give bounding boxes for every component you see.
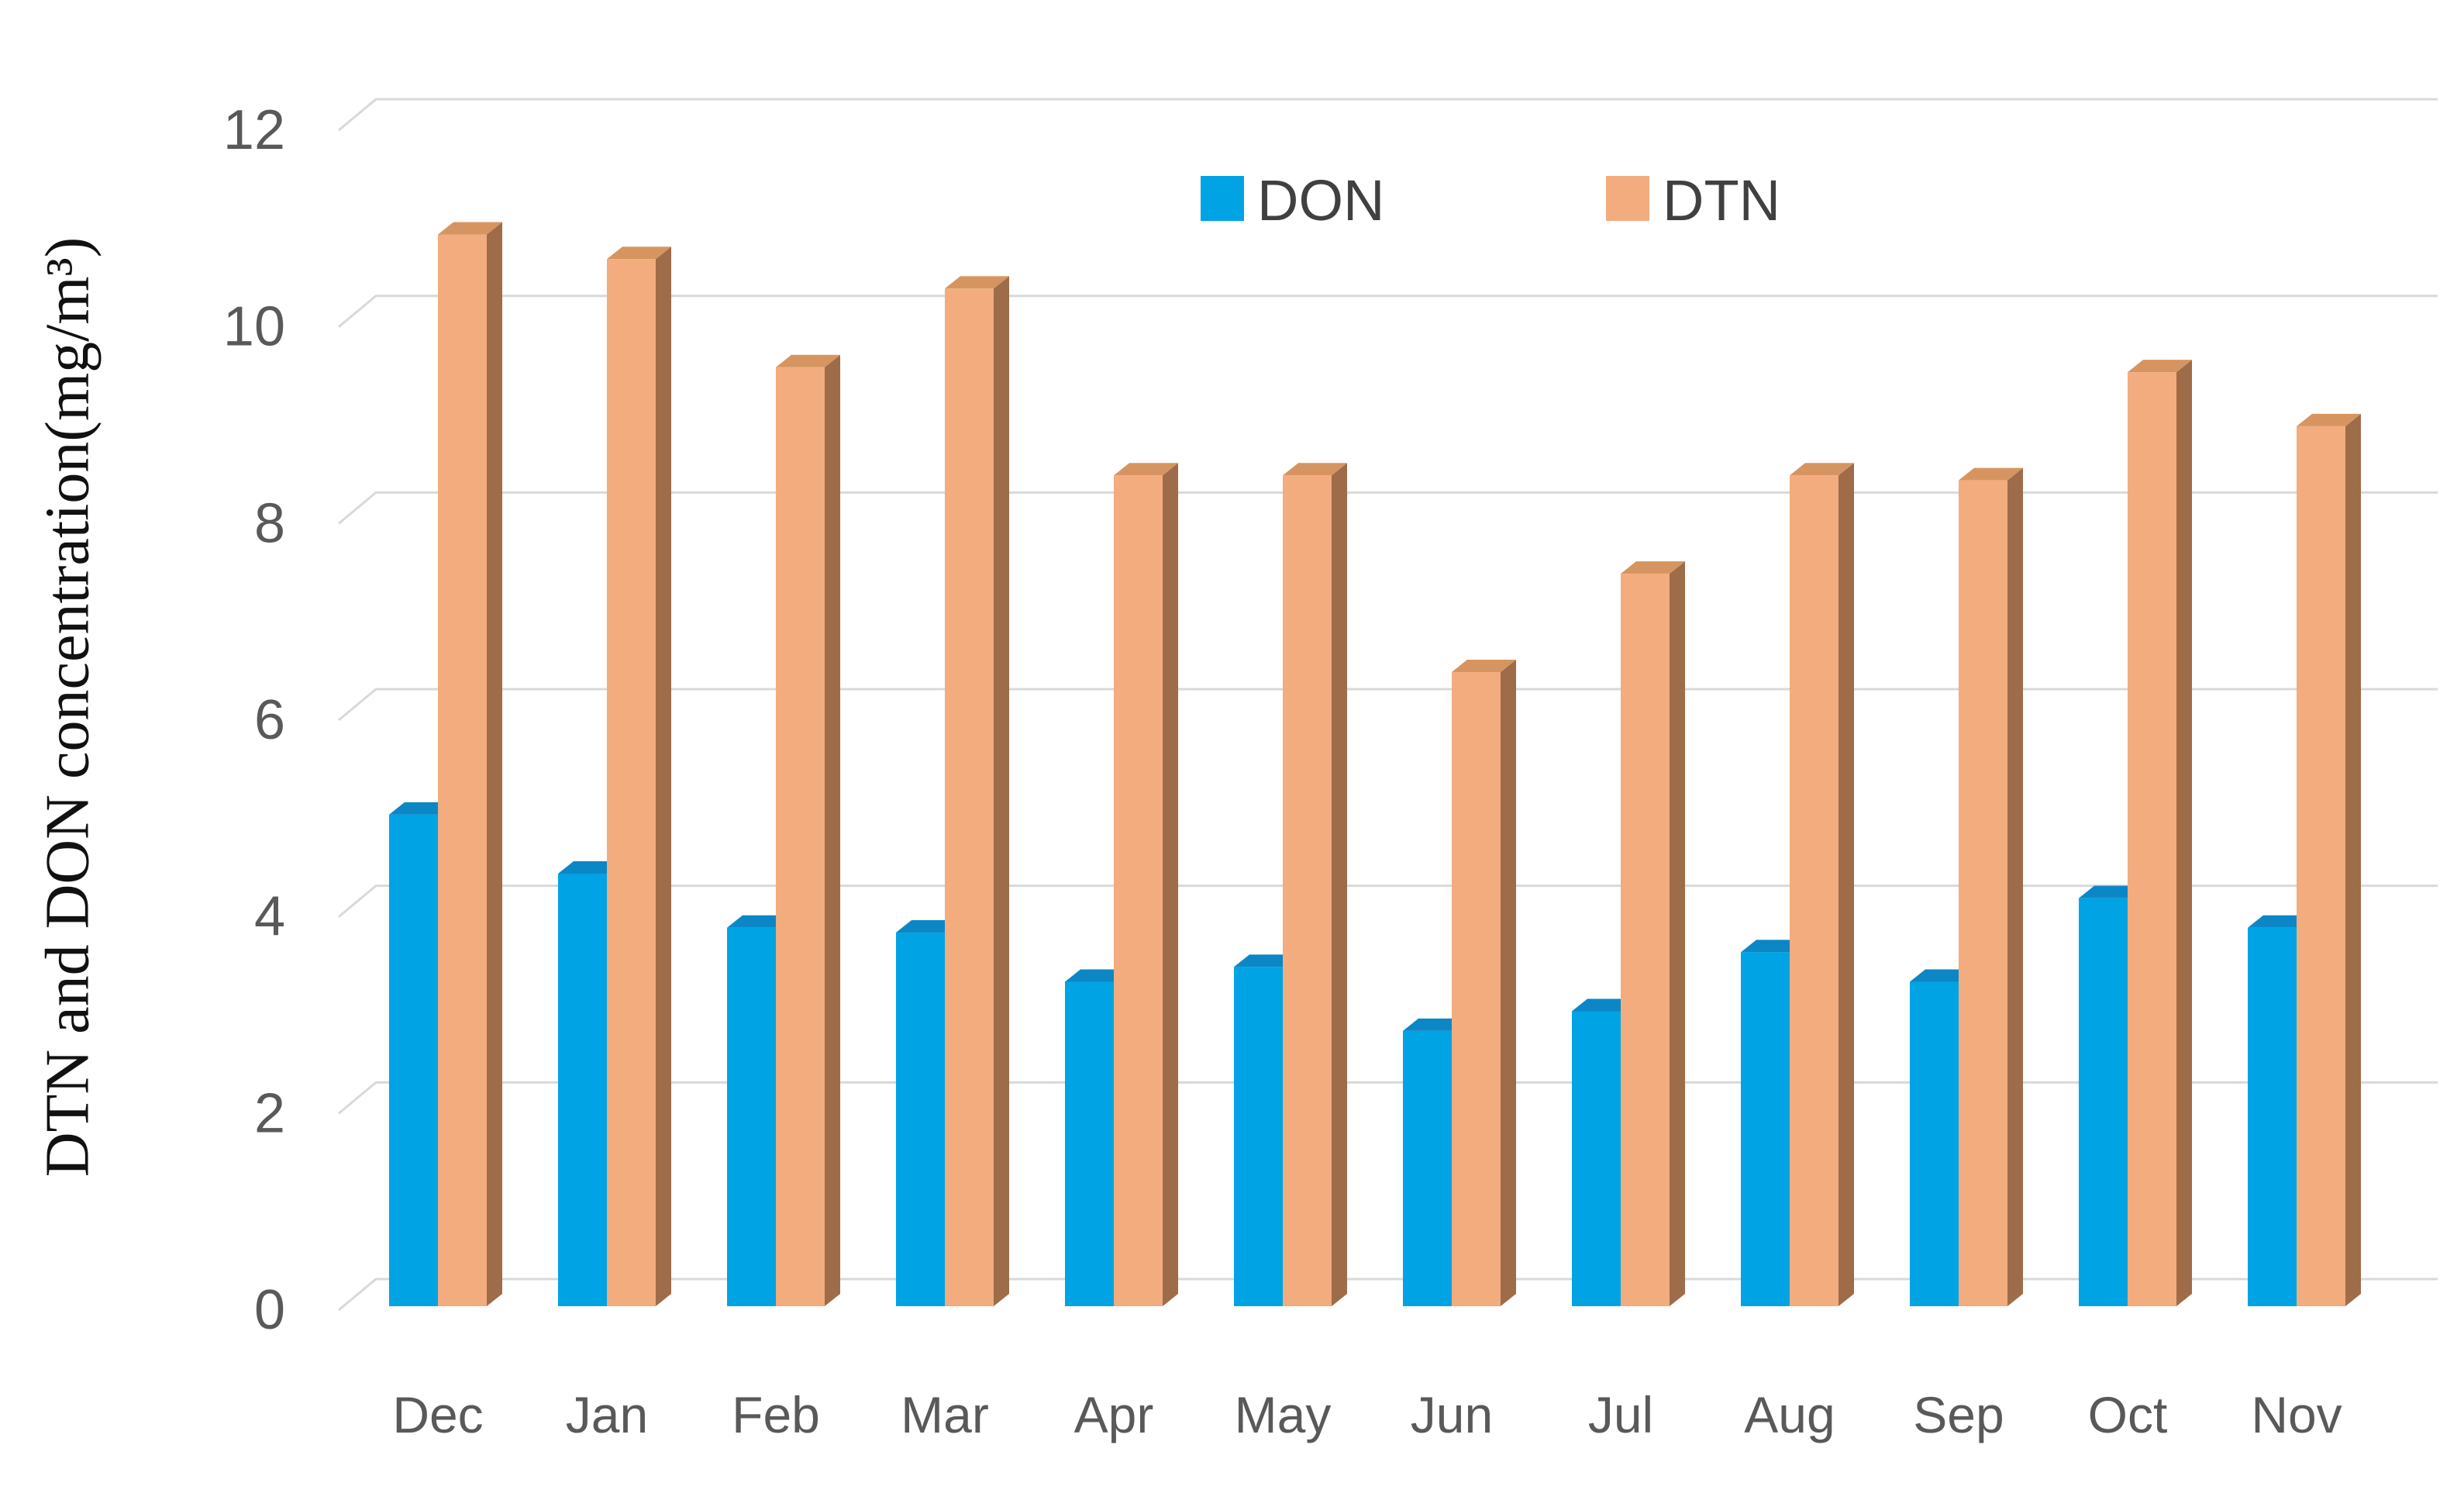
- x-tick-label-Nov: Nov: [2251, 1386, 2342, 1443]
- y-tick-label-8: 8: [254, 492, 285, 554]
- y-tick-label-2: 2: [254, 1082, 285, 1144]
- gridline-8: [338, 491, 2438, 525]
- bar-top-DON-Oct: [2079, 885, 2143, 898]
- bar-DON-Mar: [896, 933, 945, 1306]
- bar-side-DTN-Mar: [994, 276, 1009, 1306]
- bar-side-DTN-Feb: [825, 354, 840, 1307]
- gridline-10: [338, 295, 2438, 328]
- gridline-12: [338, 98, 2438, 132]
- y-tick-label-12: 12: [223, 99, 285, 161]
- bar-side-DTN-Aug: [1839, 463, 1854, 1306]
- bar-DON-May: [1234, 967, 1283, 1306]
- bar-top-DTN-May: [1283, 463, 1347, 476]
- bar-side-DTN-Jan: [656, 247, 671, 1306]
- bar-top-DTN-Apr: [1114, 463, 1178, 476]
- x-tick-label-May: May: [1235, 1386, 1332, 1443]
- bar-top-DON-Jul: [1572, 998, 1636, 1012]
- bar-side-DTN-Jul: [1670, 561, 1685, 1306]
- bar-top-DTN-Feb: [776, 354, 840, 367]
- bar-top-DON-Jan: [558, 860, 622, 874]
- bar-top-DON-Dec: [389, 802, 453, 815]
- bar-DON-Feb: [727, 927, 776, 1306]
- x-tick-label-Jun: Jun: [1411, 1386, 1493, 1443]
- bar-DON-Apr: [1065, 981, 1114, 1306]
- x-tick-label-Mar: Mar: [901, 1386, 989, 1443]
- bar-DTN-Jun: [1452, 671, 1501, 1306]
- bar-top-DTN-Jul: [1621, 561, 1685, 574]
- x-tick-label-Dec: Dec: [392, 1386, 483, 1443]
- bar-top-DTN-Jun: [1452, 659, 1516, 672]
- bar-DTN-Jul: [1621, 574, 1670, 1306]
- bar-DTN-Oct: [2128, 372, 2176, 1306]
- bar-DTN-Mar: [945, 288, 994, 1306]
- bar-DTN-Jan: [607, 259, 656, 1306]
- bar-top-DTN-Oct: [2128, 360, 2192, 373]
- x-tick-label-Sep: Sep: [1913, 1386, 2004, 1443]
- bar-side-DTN-Nov: [2345, 413, 2361, 1306]
- bar-top-DON-Nov: [2248, 915, 2312, 928]
- bar-top-DTN-Aug: [1790, 463, 1854, 476]
- bar-DTN-Sep: [1959, 480, 2007, 1307]
- gridline-6: [338, 688, 2438, 722]
- y-tick-label-0: 0: [254, 1279, 285, 1341]
- gridline-4: [338, 884, 2438, 918]
- bar-side-DTN-Apr: [1163, 463, 1178, 1306]
- bar-top-DON-Feb: [727, 915, 791, 928]
- bar-DTN-Dec: [438, 234, 487, 1307]
- bar-top-DON-Mar: [896, 920, 960, 933]
- bar-DTN-Feb: [776, 367, 825, 1307]
- bar-top-DON-Apr: [1065, 969, 1129, 982]
- legend-swatch-DON: [1201, 176, 1244, 221]
- x-tick-label-Jan: Jan: [566, 1386, 648, 1443]
- bar-DON-Dec: [389, 814, 438, 1306]
- bar-top-DON-May: [1234, 954, 1298, 967]
- legend-label-DON: DON: [1257, 168, 1384, 233]
- bar-top-DTN-Jan: [607, 247, 671, 260]
- bar-DTN-May: [1283, 475, 1332, 1306]
- bar-top-DTN-Nov: [2297, 413, 2361, 426]
- bar-DON-Jul: [1572, 1011, 1621, 1306]
- bar-DTN-Apr: [1114, 475, 1163, 1306]
- bar-DON-Jan: [558, 873, 607, 1306]
- bar-top-DTN-Mar: [945, 276, 1009, 289]
- bar-DTN-Nov: [2297, 426, 2345, 1306]
- bar-top-DTN-Dec: [438, 222, 502, 235]
- bar-DON-Sep: [1910, 981, 1959, 1306]
- bar-top-DTN-Sep: [1959, 467, 2023, 481]
- y-tick-label-4: 4: [254, 886, 285, 948]
- bar-DON-Oct: [2079, 898, 2128, 1306]
- bar-side-DTN-May: [1332, 463, 1347, 1306]
- bar-top-DON-Jun: [1403, 1018, 1467, 1031]
- legend-swatch-DTN: [1606, 176, 1649, 221]
- bar-DON-Jun: [1403, 1030, 1452, 1306]
- x-tick-label-Jul: Jul: [1588, 1386, 1653, 1443]
- bar-side-DTN-Oct: [2176, 360, 2192, 1306]
- x-tick-label-Aug: Aug: [1744, 1386, 1835, 1443]
- bar-DON-Aug: [1741, 952, 1790, 1306]
- bar-top-DON-Sep: [1910, 969, 1974, 982]
- bar-side-DTN-Dec: [487, 222, 502, 1307]
- bar-DTN-Aug: [1790, 475, 1839, 1306]
- bar-top-DON-Aug: [1741, 940, 1805, 953]
- x-tick-label-Apr: Apr: [1074, 1386, 1154, 1443]
- y-tick-label-6: 6: [254, 689, 285, 751]
- x-tick-label-Feb: Feb: [732, 1386, 820, 1443]
- bar-side-DTN-Jun: [1501, 659, 1516, 1306]
- bar-DON-Nov: [2248, 927, 2297, 1306]
- bar-side-DTN-Sep: [2007, 467, 2023, 1307]
- y-tick-label-10: 10: [223, 296, 285, 358]
- x-tick-label-Oct: Oct: [2088, 1386, 2168, 1443]
- legend-label-DTN: DTN: [1663, 168, 1780, 233]
- y-axis-title: DTN and DON concentration(mg/m³): [33, 236, 102, 1178]
